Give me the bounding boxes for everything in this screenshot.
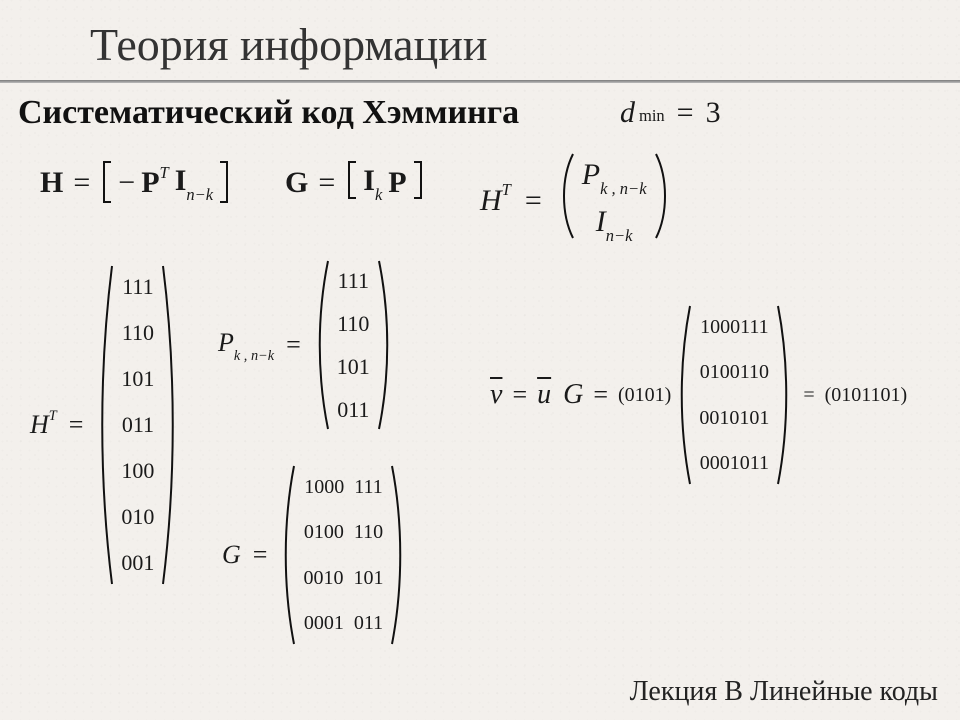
eq-G-matrix: G = 1000 111 0100 110 0010 101 0001 011 [222,460,407,650]
matrix-row: 100 [121,455,154,487]
eq-H: H = − PT In−k [40,160,231,207]
matrix-row: 010 [121,501,154,533]
matrix-row: 1000 111 [304,473,383,501]
matrix-row: 111 [338,265,369,297]
sym-eq: = [803,384,814,407]
sup-T: T [49,408,57,424]
paren-left [315,255,331,435]
eq-P-matrix: Pk , n−k = 111 110 101 011 [218,255,394,435]
title-underline [0,80,960,83]
sym-P: P [141,166,159,199]
section-subtitle: Систематический код Хэмминга [18,94,519,132]
val-3: 3 [706,96,721,130]
paren-right [775,300,791,490]
sym-G: G [285,166,308,200]
sup-T: T [160,163,169,182]
sym-eq: = [286,330,301,360]
sym-P: P [218,328,234,357]
matrix-row: 0010101 [699,404,769,432]
matrix-row: 0001 011 [304,609,383,637]
matrix-row: 011 [122,409,154,441]
paren-right [376,255,392,435]
sym-I: I [175,164,187,197]
block-P: Pk , n−k [582,154,647,201]
matrix-row: 1000111 [700,313,769,341]
sup-T: T [502,180,511,199]
matrix-row: 101 [121,363,154,395]
matrix-row: 001 [121,547,154,579]
vec-u: (0101) [618,384,671,407]
sym-eq: = [69,410,84,440]
paren-HT-matrix: 111 110 101 011 100 010 001 [97,260,178,590]
sym-minus: − [118,162,135,204]
matrix-row: 0100110 [700,358,769,386]
sym-v: v [490,379,502,411]
paren-P-matrix: 111 110 101 011 [315,255,392,435]
sym-u: u [537,379,551,411]
paren-right [389,460,405,650]
sym-eq: = [525,184,542,218]
paren-left [558,150,576,251]
sym-eq: = [677,96,694,130]
sub-k: k [375,185,382,204]
matrix-row: 0001011 [700,449,769,477]
sym-I: I [363,164,375,197]
vec-result: (0101101) [825,384,908,407]
sym-P: P [388,162,406,204]
matrix-row: 0010 101 [303,564,383,592]
sym-eq: = [593,380,608,410]
sym-G: G [222,540,241,570]
paren-right [160,260,178,590]
paren-left [97,260,115,590]
matrix-row: 110 [337,308,369,340]
sym-eq: = [73,166,90,200]
paren-left [677,300,693,490]
block-I: In−k [596,201,633,248]
paren-vuG-matrix: 1000111 0100110 0010101 0001011 [677,300,791,490]
eq-HT-matrix: HT = 111 110 101 011 100 010 001 [30,260,180,590]
sub-nk: n−k [186,185,213,204]
paren-HT: Pk , n−k In−k [558,150,671,251]
bracket-left [347,160,357,207]
paren-left [281,460,297,650]
matrix-row: 111 [122,271,153,303]
matrix-row: 0100 110 [304,518,383,546]
bracket-right [413,160,423,207]
matrix-row: 011 [337,394,369,426]
eq-G: G = Ik P [285,160,425,207]
page-title: Теория информации [90,18,487,71]
bracket-H: − PT In−k [102,160,229,207]
sym-eq: = [253,540,268,570]
sym-H: H [30,410,49,439]
sym-H: H [40,166,63,200]
paren-G-matrix: 1000 111 0100 110 0010 101 0001 011 [281,460,405,650]
bracket-right [219,160,229,207]
bracket-left [102,160,112,207]
sym-eq: = [318,166,335,200]
sym-H: H [480,184,502,217]
footer-text: Лекция B Линейные коды [630,676,938,708]
sym-eq: = [512,380,527,410]
matrix-row: 101 [337,351,370,383]
eq-vuG: v = u G = (0101) 1000111 0100110 0010101 00… [490,300,907,490]
bracket-G: Ik P [347,160,422,207]
paren-right [653,150,671,251]
sub-knk: k , n−k [234,348,274,364]
sym-d: d [620,96,635,130]
eq-HT-block: HT = Pk , n−k In−k [480,150,673,251]
eq-dmin: d min = 3 [620,96,721,130]
matrix-row: 110 [122,317,154,349]
sub-min: min [639,106,665,126]
sym-G: G [563,379,583,411]
